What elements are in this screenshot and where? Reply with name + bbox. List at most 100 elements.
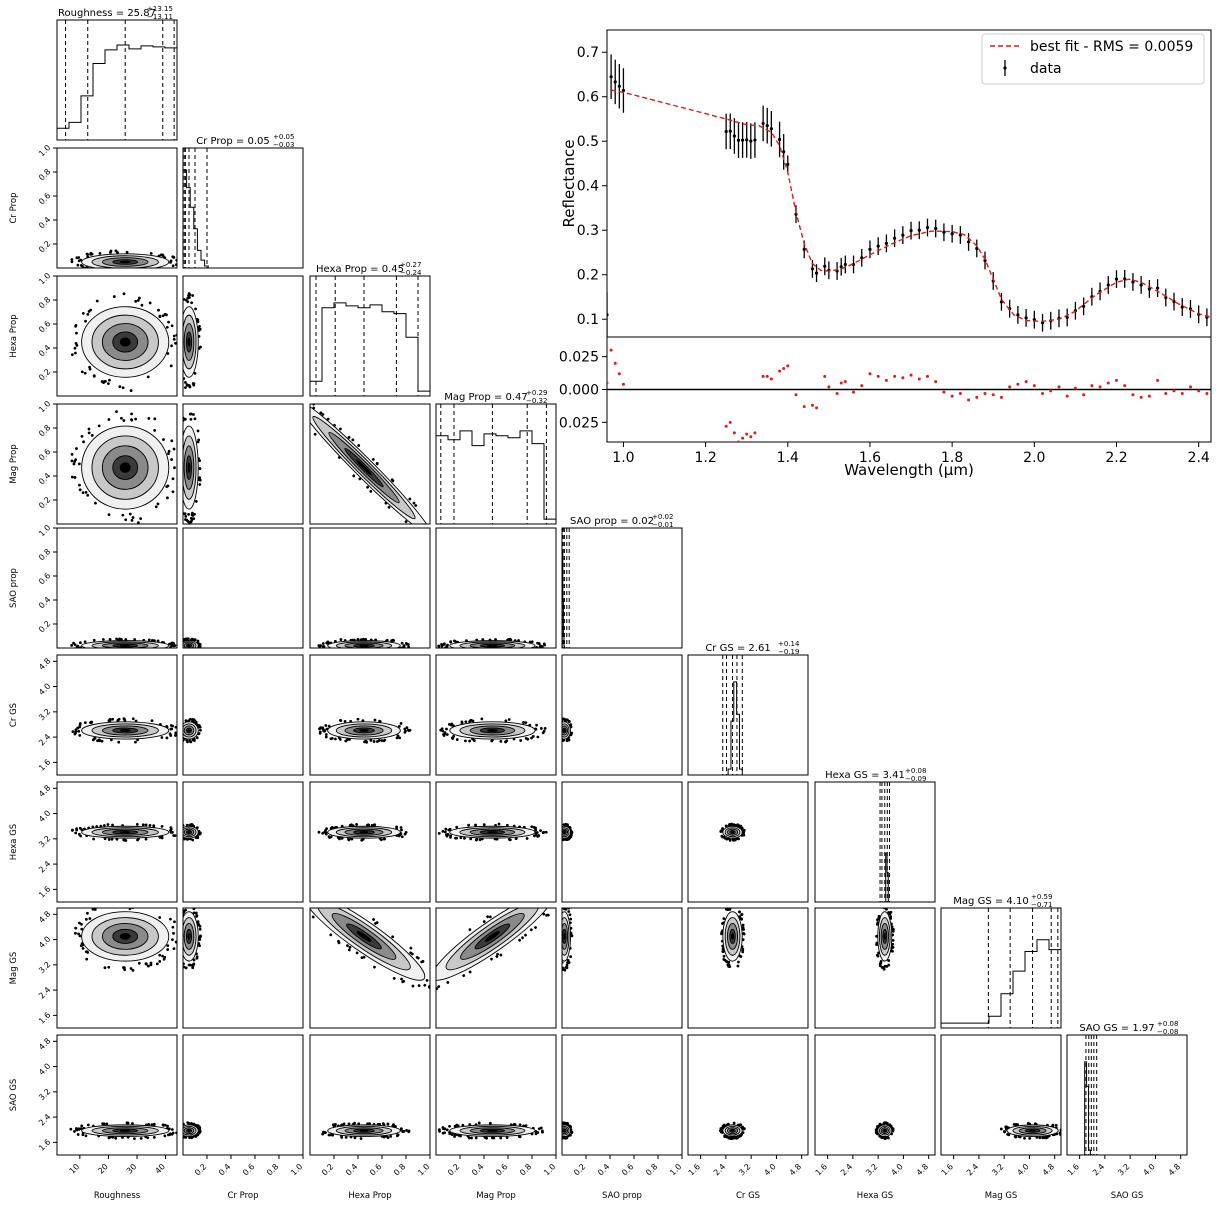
- scatter-point: [73, 351, 77, 355]
- scatter-point: [75, 447, 78, 450]
- data-point: [876, 244, 880, 248]
- density-group: [310, 404, 430, 524]
- y-tick-label: 0.1: [577, 312, 599, 328]
- scatter-point: [125, 250, 129, 254]
- density-contour: [355, 459, 373, 476]
- residual-point: [769, 377, 773, 381]
- y-tick-label: 4.0: [37, 935, 52, 950]
- scatter-point: [86, 493, 90, 497]
- scatter-point: [503, 651, 506, 654]
- scatter-point: [73, 460, 77, 463]
- scatter-point: [82, 440, 85, 444]
- scatter-point: [180, 826, 183, 829]
- scatter-point: [74, 831, 78, 835]
- y-tick-label: 2.4: [37, 985, 52, 1000]
- scatter-point: [524, 933, 527, 937]
- scatter-point: [86, 313, 90, 316]
- scatter-point: [347, 650, 350, 653]
- residual-point: [967, 398, 971, 402]
- panel-hexa-gs-vs-cr-gs: [687, 781, 809, 903]
- scatter-point: [557, 1133, 560, 1136]
- scatter-point: [469, 837, 473, 841]
- y-tick-label: 0.7: [577, 45, 599, 61]
- y-tick-label: 0.8: [37, 295, 52, 310]
- scatter-point: [499, 1136, 503, 1140]
- scatter-point: [522, 721, 525, 724]
- scatter-point: [492, 1136, 496, 1140]
- panel-frame: [687, 907, 809, 1029]
- x-tick-label: 0.6: [620, 1162, 635, 1177]
- scatter-point: [441, 829, 445, 833]
- scatter-point: [179, 1135, 182, 1138]
- scatter-point: [130, 418, 133, 422]
- spectrum-plot: 0.1 0.2 0.3 0.4 0.5 0.6 0.7 Reflectance 0.025 0.0…: [559, 29, 1212, 479]
- residual-point: [1131, 393, 1135, 397]
- scatter-point: [530, 893, 534, 897]
- scatter-point: [400, 835, 404, 839]
- scatter-point: [178, 731, 181, 734]
- scatter-point: [70, 260, 74, 264]
- data-point: [1123, 277, 1127, 281]
- residual-point: [950, 394, 954, 398]
- scatter-point: [187, 512, 191, 516]
- legend-data-label: data: [1030, 61, 1062, 77]
- scatter-point: [152, 824, 156, 827]
- scatter-point: [198, 832, 202, 836]
- scatter-point: [362, 637, 365, 641]
- scatter-point: [567, 910, 571, 913]
- scatter-point: [348, 945, 352, 949]
- scatter-point: [372, 740, 376, 743]
- scatter-point: [558, 826, 561, 829]
- scatter-point: [98, 251, 102, 255]
- scatter-point: [455, 738, 459, 741]
- panel-frame: [561, 527, 683, 649]
- scatter-point: [508, 838, 512, 842]
- scatter-point: [875, 953, 879, 957]
- scatter-point: [396, 734, 400, 738]
- density-contour: [883, 1129, 887, 1132]
- scatter-point: [171, 724, 175, 728]
- data-point: [769, 127, 773, 131]
- x-tick-label: 0.4: [344, 1162, 359, 1177]
- scatter-point: [741, 950, 745, 954]
- panel-frame: [687, 654, 809, 776]
- scatter-point: [567, 961, 571, 964]
- scatter-point: [186, 300, 190, 304]
- scatter-point: [166, 948, 170, 951]
- scatter-point: [103, 966, 107, 970]
- scatter-point: [179, 919, 182, 922]
- scatter-point: [333, 1124, 337, 1128]
- x-tick-label: 0.8: [265, 1162, 280, 1177]
- scatter-point: [878, 1122, 882, 1126]
- x-tick-label: 0.4: [470, 1162, 485, 1177]
- scatter-point: [100, 270, 103, 273]
- scatter-point: [196, 649, 199, 652]
- scatter-point: [468, 1123, 472, 1126]
- scatter-point: [476, 651, 479, 654]
- scatter-point: [403, 727, 407, 731]
- scatter-point: [69, 1127, 73, 1131]
- residual-y-tick-label: 0.000: [559, 383, 599, 399]
- scatter-point: [458, 648, 461, 651]
- scatter-point: [75, 331, 78, 335]
- scatter-point: [725, 908, 729, 911]
- scatter-point: [559, 824, 562, 827]
- panel-frame: [309, 403, 431, 525]
- scatter-point: [80, 922, 83, 926]
- scatter-point: [194, 911, 198, 915]
- title-superscript: +0.59: [1031, 893, 1052, 901]
- scatter-point: [167, 1133, 170, 1137]
- scatter-point: [467, 823, 470, 827]
- scatter-point: [405, 1129, 408, 1132]
- scatter-point: [178, 647, 181, 650]
- y-tick-label: 0.6: [37, 319, 52, 334]
- scatter-point: [180, 721, 183, 724]
- scatter-point: [570, 731, 573, 735]
- scatter-point: [107, 965, 111, 969]
- y-tick-label: 1.6: [37, 757, 52, 772]
- y-tick-label: 3.2: [37, 834, 52, 849]
- scatter-point: [351, 438, 355, 442]
- scatter-point: [738, 954, 742, 958]
- scatter-point: [353, 1121, 356, 1125]
- scatter-point: [356, 717, 360, 721]
